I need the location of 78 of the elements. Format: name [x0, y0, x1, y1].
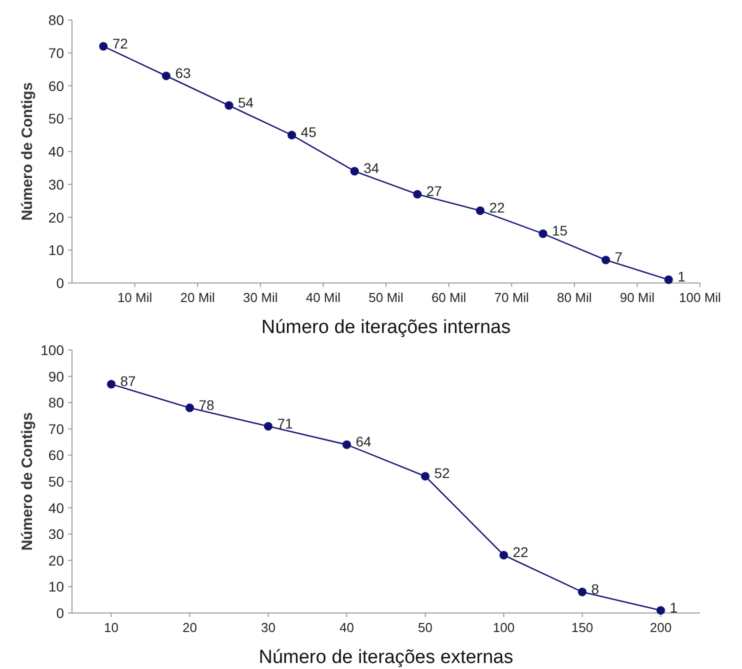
- y-axis-title: Número de Contigs: [19, 82, 36, 221]
- point: [664, 275, 673, 284]
- x-tick-label: 30: [261, 620, 276, 635]
- x-axis-title: Número de iterações externas: [258, 647, 514, 668]
- x-tick-label: 60 Mil: [431, 290, 466, 305]
- data-label: 78: [198, 396, 215, 413]
- point: [185, 404, 194, 412]
- y-tick-label: 10: [48, 242, 64, 258]
- data-label: 1: [670, 599, 678, 616]
- point: [602, 256, 610, 264]
- point: [106, 380, 116, 388]
- point: [224, 101, 234, 110]
- point: [350, 166, 359, 176]
- x-tick-label: 10: [104, 620, 118, 635]
- y-tick-label: 70: [48, 420, 64, 437]
- x-tick-label: 150: [571, 620, 594, 635]
- x-tick-label: 70 Mil: [494, 290, 530, 305]
- data-label: 63: [175, 64, 191, 81]
- data-label: 15: [552, 222, 568, 239]
- x-tick-label: 10 Mil: [117, 290, 152, 305]
- x-tick-label: 50 Mil: [368, 290, 404, 305]
- data-label: 45: [300, 124, 317, 140]
- x-tick-label: 20 Mil: [180, 290, 216, 305]
- data-label: 7: [614, 248, 623, 265]
- x-tick-label: 100: [492, 620, 515, 635]
- x-tick-label: 80 Mil: [557, 290, 592, 305]
- y-tick-label: 80: [48, 12, 64, 28]
- point: [476, 206, 484, 215]
- y-tick-label: 60: [48, 447, 64, 464]
- y-tick-label: 50: [48, 474, 64, 490]
- x-tick-label: 20: [182, 620, 197, 635]
- point: [499, 550, 508, 560]
- x-tick-label: 200: [650, 620, 672, 635]
- y-tick-label: 0: [56, 275, 64, 291]
- y-tick-label: 20: [48, 552, 64, 568]
- y-tick-label: 60: [48, 78, 64, 94]
- data-label: 8: [591, 580, 600, 597]
- data-label: 52: [434, 465, 450, 482]
- y-tick-label: 30: [48, 526, 64, 542]
- y-tick-label: 90: [48, 368, 64, 384]
- data-label: 34: [364, 160, 380, 176]
- y-tick-label: 80: [48, 394, 64, 411]
- point: [162, 72, 170, 80]
- data-label: 1: [678, 268, 686, 285]
- point: [656, 606, 666, 615]
- data-label: 22: [489, 200, 505, 216]
- y-tick-label: 70: [48, 44, 64, 61]
- point: [264, 422, 273, 431]
- y-tick-label: 50: [48, 110, 64, 127]
- y-tick-label: 0: [56, 605, 64, 621]
- point: [413, 190, 422, 199]
- x-tick-label: 90 Mil: [620, 290, 655, 305]
- y-tick-label: 20: [48, 209, 64, 226]
- point: [99, 42, 108, 51]
- data-label: 72: [112, 35, 128, 52]
- data-label: 71: [277, 415, 294, 432]
- y-tick-label: 30: [48, 176, 64, 192]
- point: [342, 440, 352, 449]
- point: [578, 588, 587, 596]
- x-tick-label: 30 Mil: [243, 290, 278, 305]
- x-tick-label: 40 Mil: [306, 290, 341, 305]
- y-tick-label: 10: [48, 578, 64, 595]
- data-label: 87: [120, 373, 136, 390]
- y-axis-title: Número de Contigs: [19, 412, 36, 551]
- data-label: 54: [238, 94, 254, 110]
- x-axis-title: Número de iterações internas: [261, 317, 511, 338]
- y-tick-label: 40: [48, 144, 64, 160]
- data-label: 64: [356, 434, 372, 450]
- y-tick-label: 40: [48, 500, 64, 516]
- x-tick-label: 100 Mil: [679, 290, 722, 305]
- point: [288, 130, 296, 140]
- y-tick-label: 100: [40, 342, 64, 358]
- point: [538, 229, 548, 238]
- point: [420, 472, 430, 481]
- x-tick-label: 40: [340, 620, 354, 635]
- data-label: 27: [426, 183, 442, 200]
- x-tick-label: 50: [418, 620, 432, 635]
- data-label: 22: [512, 544, 529, 560]
